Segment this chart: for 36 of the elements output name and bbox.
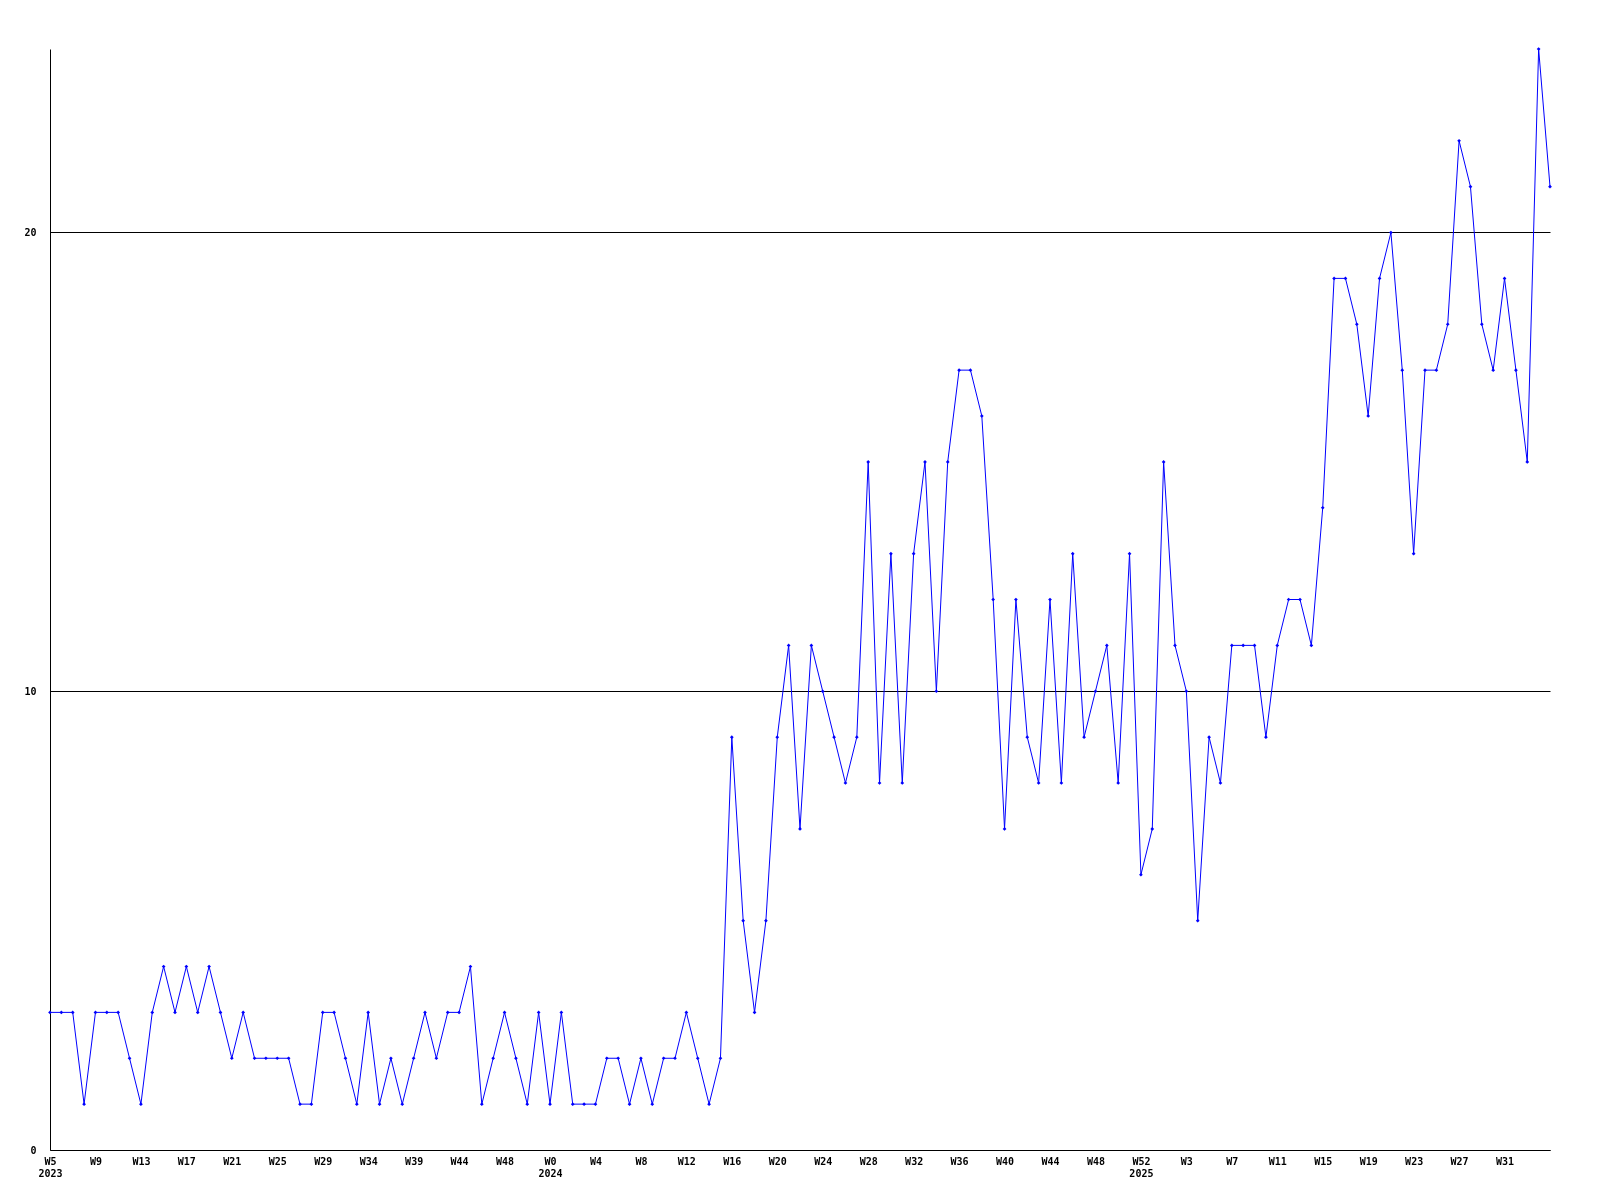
- x-tick-label: W11: [1268, 1155, 1287, 1167]
- x-tick-label: W40: [996, 1155, 1015, 1167]
- x-tick-label: W19: [1359, 1155, 1378, 1167]
- x-tick-label: W8: [635, 1155, 648, 1167]
- y-tick-label: 20: [24, 227, 37, 238]
- x-tick-label: W21: [223, 1155, 242, 1167]
- x-tick-label: W39: [405, 1155, 424, 1167]
- x-tick-label: W25: [268, 1155, 287, 1167]
- x-tick-label: W34: [359, 1155, 378, 1167]
- x-tick-label: W44: [1041, 1155, 1060, 1167]
- x-tick-label: W32: [905, 1155, 924, 1167]
- x-tick-label: W17: [177, 1155, 196, 1167]
- x-tick-label: W15: [1314, 1155, 1333, 1167]
- x-tick-label: W52 2025: [1129, 1155, 1154, 1179]
- x-tick-label: W28: [859, 1155, 878, 1167]
- x-tick-label: W23: [1405, 1155, 1424, 1167]
- x-tick-label: W3: [1180, 1155, 1193, 1167]
- y-tick-label: 10: [24, 685, 37, 697]
- x-tick-label: W44: [450, 1155, 469, 1167]
- x-tick-label: W5 2023: [38, 1155, 63, 1179]
- x-tick-label: W12: [677, 1155, 696, 1167]
- x-tick-label: W48: [496, 1155, 515, 1167]
- x-tick-label: W29: [314, 1155, 333, 1167]
- x-tick-label: W31: [1496, 1155, 1515, 1167]
- x-tick-label: W24: [814, 1155, 833, 1167]
- y-tick-label: 0: [30, 1144, 37, 1156]
- x-tick-label: W7: [1226, 1155, 1239, 1167]
- x-tick-label: W36: [950, 1155, 969, 1167]
- x-tick-label: W9: [89, 1155, 102, 1167]
- x-tick-label: W48: [1086, 1155, 1105, 1167]
- x-tick-label: W27: [1450, 1155, 1469, 1167]
- x-tick-label: W4: [589, 1155, 602, 1167]
- x-tick-label: W13: [132, 1155, 151, 1167]
- x-tick-label: W0 2024: [538, 1155, 563, 1179]
- x-tick-label: W20: [768, 1155, 787, 1167]
- x-tick-label: W16: [723, 1155, 742, 1167]
